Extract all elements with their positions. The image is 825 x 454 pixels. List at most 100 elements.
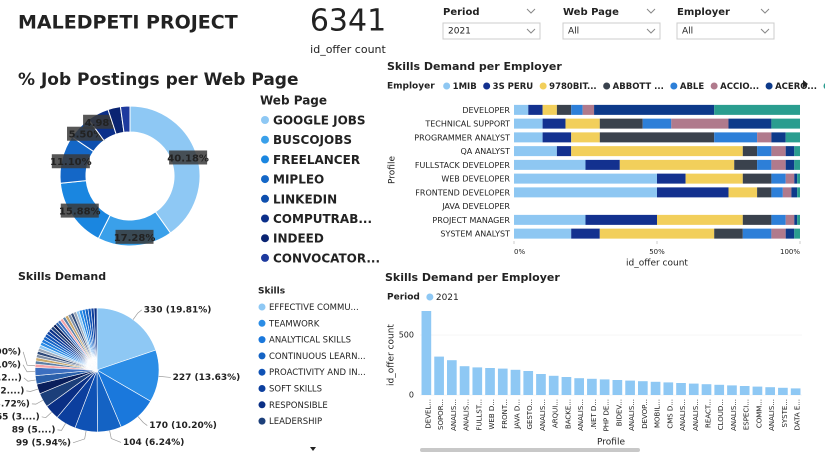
bar-segment <box>785 214 795 225</box>
chart-title: Skills Demand per Employer <box>385 271 560 284</box>
bar-segment <box>599 118 643 129</box>
bar <box>650 381 661 395</box>
x-tick-label: REACT... <box>705 399 713 428</box>
bar-segment <box>782 187 792 198</box>
bar-segment <box>556 104 572 115</box>
leader-line <box>72 430 87 444</box>
leader-line <box>22 351 36 367</box>
legend-scroll[interactable] <box>803 80 808 88</box>
bar-segment <box>514 173 657 184</box>
bar-segment <box>565 118 600 129</box>
legend-marker <box>765 82 773 90</box>
bar-segment <box>794 159 800 170</box>
x-tick-label: ANALIS... <box>768 399 776 431</box>
leader-line <box>57 423 66 431</box>
bar-segment <box>585 159 620 170</box>
data-label: 37 (2.2...) <box>0 373 22 383</box>
leader-line <box>23 377 36 382</box>
bar-segment <box>556 146 572 157</box>
bar-segment <box>599 228 715 239</box>
x-tick-label: BACKE... <box>564 399 572 429</box>
bar <box>548 375 559 395</box>
bar <box>727 385 737 395</box>
bar-segment <box>571 132 600 143</box>
x-tick-label: SYSTE... <box>781 399 789 428</box>
x-tick-label: MOBIL... <box>654 399 662 428</box>
x-axis-label: Profile <box>597 438 625 448</box>
data-label: 15.88% <box>59 207 101 218</box>
slicer[interactable]: Employer All <box>676 7 775 40</box>
label-box <box>51 154 90 169</box>
y-tick-label: FRONTEND DEVELOPER <box>415 188 510 197</box>
data-label: 5.50% <box>69 130 104 141</box>
bar-segment <box>714 104 800 115</box>
legend-marker <box>258 417 266 425</box>
bar-segment <box>785 146 795 157</box>
bar-segment <box>771 187 783 198</box>
chevron <box>760 28 770 34</box>
legend-marker <box>710 82 718 90</box>
x-tick-label: .NET D... <box>590 399 598 429</box>
legend-item: ABBOTT ... <box>613 82 664 92</box>
x-tick-label: FULLST... <box>475 399 483 431</box>
legend-marker <box>426 293 434 301</box>
slicer-box[interactable] <box>442 22 541 40</box>
slicer-box[interactable] <box>676 22 775 40</box>
x-tick-label: ANALIS... <box>730 399 738 431</box>
legend-item: SOFT SKILLS <box>269 385 322 395</box>
bar-segment <box>771 118 800 129</box>
x-tick-label: WEB D... <box>488 399 496 429</box>
bar <box>637 381 648 395</box>
legend-marker <box>261 194 269 203</box>
x-tick-label: ANALIS... <box>628 399 636 431</box>
bar-segment <box>714 228 743 239</box>
donut-slice <box>129 105 201 234</box>
bar <box>446 360 457 395</box>
y-tick-label: PROJECT MANAGER <box>432 216 510 225</box>
bar-segment <box>528 104 543 115</box>
bar-segment <box>542 104 557 115</box>
y-axis-label: Profile <box>388 156 398 184</box>
legend-item: LINKEDIN <box>273 192 337 206</box>
legend-item: RESPONSIBLE <box>269 401 328 411</box>
label-box <box>67 126 106 141</box>
bar <box>536 374 546 395</box>
y-tick-label: JAVA DEVELOPER <box>441 202 510 211</box>
legend-item: ANALYTICAL SKILLS <box>269 336 351 346</box>
legend-marker <box>443 82 451 90</box>
x-tick-label: CLOUD... <box>717 399 725 430</box>
label-box <box>169 150 208 165</box>
legend-scroll[interactable] <box>310 447 316 451</box>
data-label: 40.18% <box>167 153 209 164</box>
bar-segment <box>619 159 735 170</box>
slicer-box[interactable] <box>562 22 661 40</box>
slicer[interactable]: Web Page All <box>562 7 661 40</box>
data-label: 17.28% <box>114 233 156 244</box>
legend-item: TEAMWORK <box>268 319 320 329</box>
y-tick-label: TECHNICAL SUPPORT <box>424 120 510 129</box>
bar-segment <box>797 187 800 198</box>
kpi-value: 6341 <box>310 4 386 39</box>
bar <box>485 368 495 395</box>
legend-marker <box>261 253 269 262</box>
scrollbar[interactable] <box>420 448 640 452</box>
legend-marker <box>261 234 269 243</box>
bar-segment <box>771 159 786 170</box>
bar <box>561 377 572 395</box>
bar-segment <box>728 187 758 198</box>
bar-segment <box>514 118 543 129</box>
bar-segment <box>685 173 743 184</box>
legend-marker <box>258 303 266 311</box>
bar-segment <box>734 159 758 170</box>
bar <box>497 368 508 395</box>
legend-item: ABLE <box>680 82 704 92</box>
bar-segment <box>785 228 795 239</box>
bar <box>587 378 597 395</box>
legend-item: ACCIO... <box>720 82 759 92</box>
bar-segment <box>742 228 772 239</box>
slicer[interactable]: Period 2021 <box>442 7 541 40</box>
x-tick-label: PHP DE... <box>603 399 611 431</box>
bar-segment <box>728 118 772 129</box>
legend-marker <box>261 214 269 223</box>
bar-segment <box>571 104 583 115</box>
